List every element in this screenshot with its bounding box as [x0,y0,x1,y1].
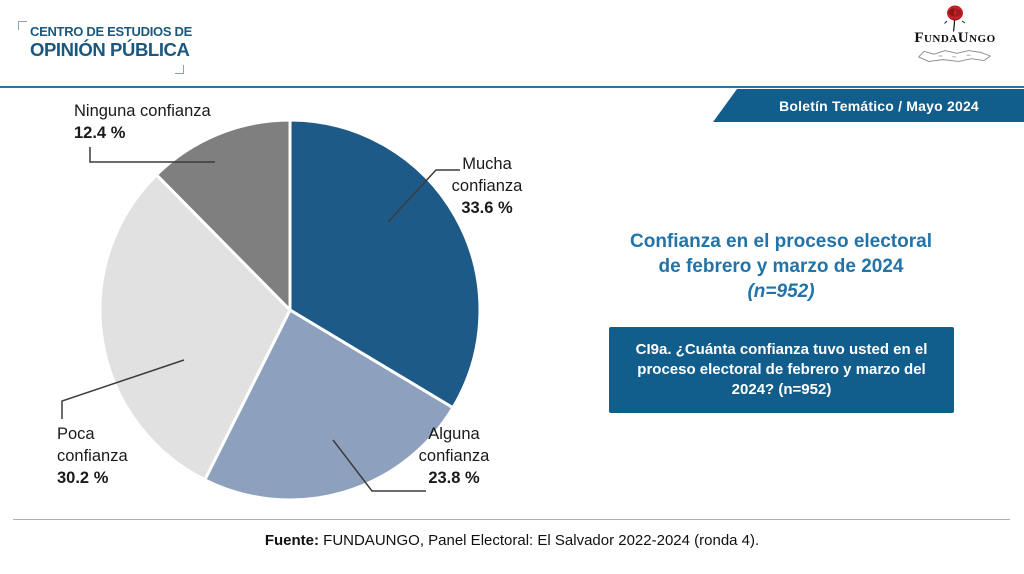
fundaungo-logo: FundaUngo [900,5,1010,75]
callout-mucha-confianza: Mucha confianza 33.6 % [443,153,531,219]
callout-label: Alguna [428,425,480,443]
survey-question-box: CI9a. ¿Cuánta confianza tuvo usted en el… [609,327,954,413]
bracket-bottom-right-icon [175,65,184,74]
leader-line-ninguna [89,147,215,163]
survey-question-text: CI9a. ¿Cuánta confianza tuvo usted en el… [635,341,928,398]
callout-alguna-confianza: Alguna confianza 23.8 % [408,423,500,489]
pie-slice-ninguna-confianza [154,118,292,312]
chart-title-sample-size: (n=952) [747,281,815,302]
ceop-logo-line1: CENTRO DE ESTUDIOS DE [30,24,192,39]
el-salvador-map-icon [918,50,991,62]
callout-label: confianza [57,447,128,465]
callout-value: 12.4 % [74,124,126,142]
bulletin-banner-label: Boletín Temático / Mayo 2024 [779,97,979,114]
callout-label: Ninguna confianza [74,102,211,120]
callout-value: 33.6 % [461,199,513,217]
bulletin-banner: Boletín Temático / Mayo 2024 [713,89,1024,122]
callout-label: confianza [451,177,523,195]
callout-poca-confianza: Poca confianza 30.2 % [57,423,128,489]
leader-line-poca [61,359,185,419]
footer-divider-line [13,519,1010,520]
ceop-logo: CENTRO DE ESTUDIOS DE OPINIÓN PÚBLICA [18,18,192,76]
ceop-logo-line2: OPINIÓN PÚBLICA [30,39,190,60]
bracket-top-left-icon [18,21,27,30]
chart-title: Confianza en el proceso electoral de feb… [608,229,954,304]
source-label: Fuente: [264,532,319,549]
callout-label: confianza [418,447,490,465]
callout-label: Mucha [462,155,512,173]
rose-icon [944,5,966,32]
fundaungo-logo-text: FundaUngo [914,30,996,46]
pie-slice-poca-confianza [98,173,292,482]
chart-title-line2: de febrero y marzo de 2024 [658,256,904,277]
source-note: Fuente: FUNDAUNGO, Panel Electoral: El S… [0,532,1024,549]
source-text: FUNDAUNGO, Panel Electoral: El Salvador … [318,532,760,549]
callout-ninguna-confianza: Ninguna confianza 12.4 % [74,100,211,144]
callout-label: Poca [57,425,95,443]
chart-title-line1: Confianza en el proceso electoral [630,231,932,252]
header-divider-line [0,86,1024,88]
callout-value: 23.8 % [428,469,480,487]
callout-value: 30.2 % [57,469,109,487]
